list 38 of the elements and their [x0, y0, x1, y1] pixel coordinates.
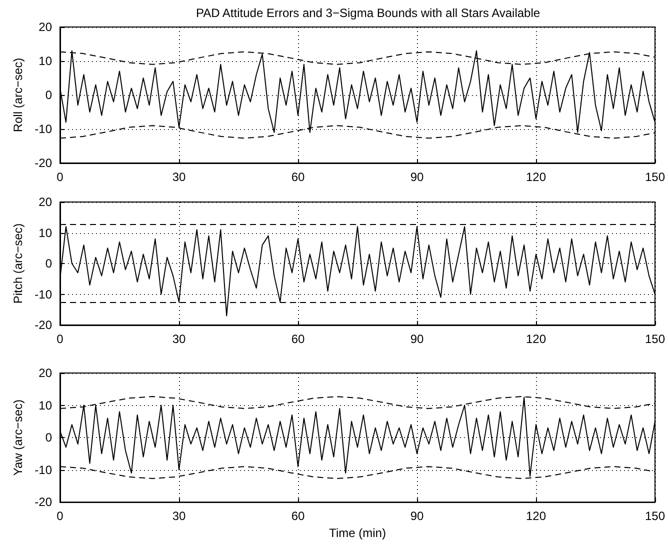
x-tick-label: 120: [526, 332, 546, 346]
y-tick-label: -20: [34, 318, 52, 332]
x-tick-label: 90: [410, 170, 424, 184]
x-tick-label: 0: [56, 509, 64, 524]
x-tick-label: 120: [526, 170, 546, 184]
y-tick-label: -20: [34, 156, 52, 170]
x-tick-label: 60: [291, 332, 305, 346]
x-tick-label: 150: [644, 332, 666, 346]
y-tick-label: 20: [38, 366, 52, 380]
y-tick-label: 20: [38, 195, 52, 209]
x-tick-label: 150: [644, 170, 666, 184]
x-tick-label: 90: [410, 509, 424, 524]
y-tick-label: 0: [45, 430, 52, 445]
y-tick-label: 10: [38, 398, 52, 412]
y-axis-title: Pitch (arc−sec): [10, 223, 25, 304]
x-tick-label: 60: [291, 170, 305, 184]
x-tick-label: 60: [291, 509, 305, 524]
y-tick-label: -10: [34, 287, 52, 302]
x-tick-label: 30: [172, 509, 186, 524]
y-tick-label: 10: [38, 226, 52, 240]
chart-title: PAD Attitude Errors and 3−Sigma Bounds with all Stars Available: [196, 6, 540, 20]
y-tick-label: -10: [34, 462, 52, 477]
y-axis-title: Roll (arc−sec): [10, 58, 25, 132]
y-axis-title: Yaw (arc−sec): [10, 399, 25, 476]
y-tick-label: -10: [34, 122, 52, 136]
x-tick-label: 90: [410, 332, 424, 346]
y-tick-label: 0: [45, 88, 52, 102]
x-tick-label: 0: [56, 332, 64, 346]
x-tick-label: 30: [172, 332, 186, 346]
y-tick-label: 10: [38, 54, 52, 68]
x-axis-title: Time (min): [329, 526, 386, 540]
y-tick-label: 0: [45, 256, 52, 270]
x-tick-label: 0: [56, 170, 64, 184]
x-tick-label: 30: [172, 170, 186, 184]
y-tick-label: -20: [34, 495, 52, 510]
x-tick-label: 150: [644, 509, 666, 524]
x-tick-label: 120: [526, 509, 546, 524]
y-tick-label: 20: [38, 20, 52, 34]
